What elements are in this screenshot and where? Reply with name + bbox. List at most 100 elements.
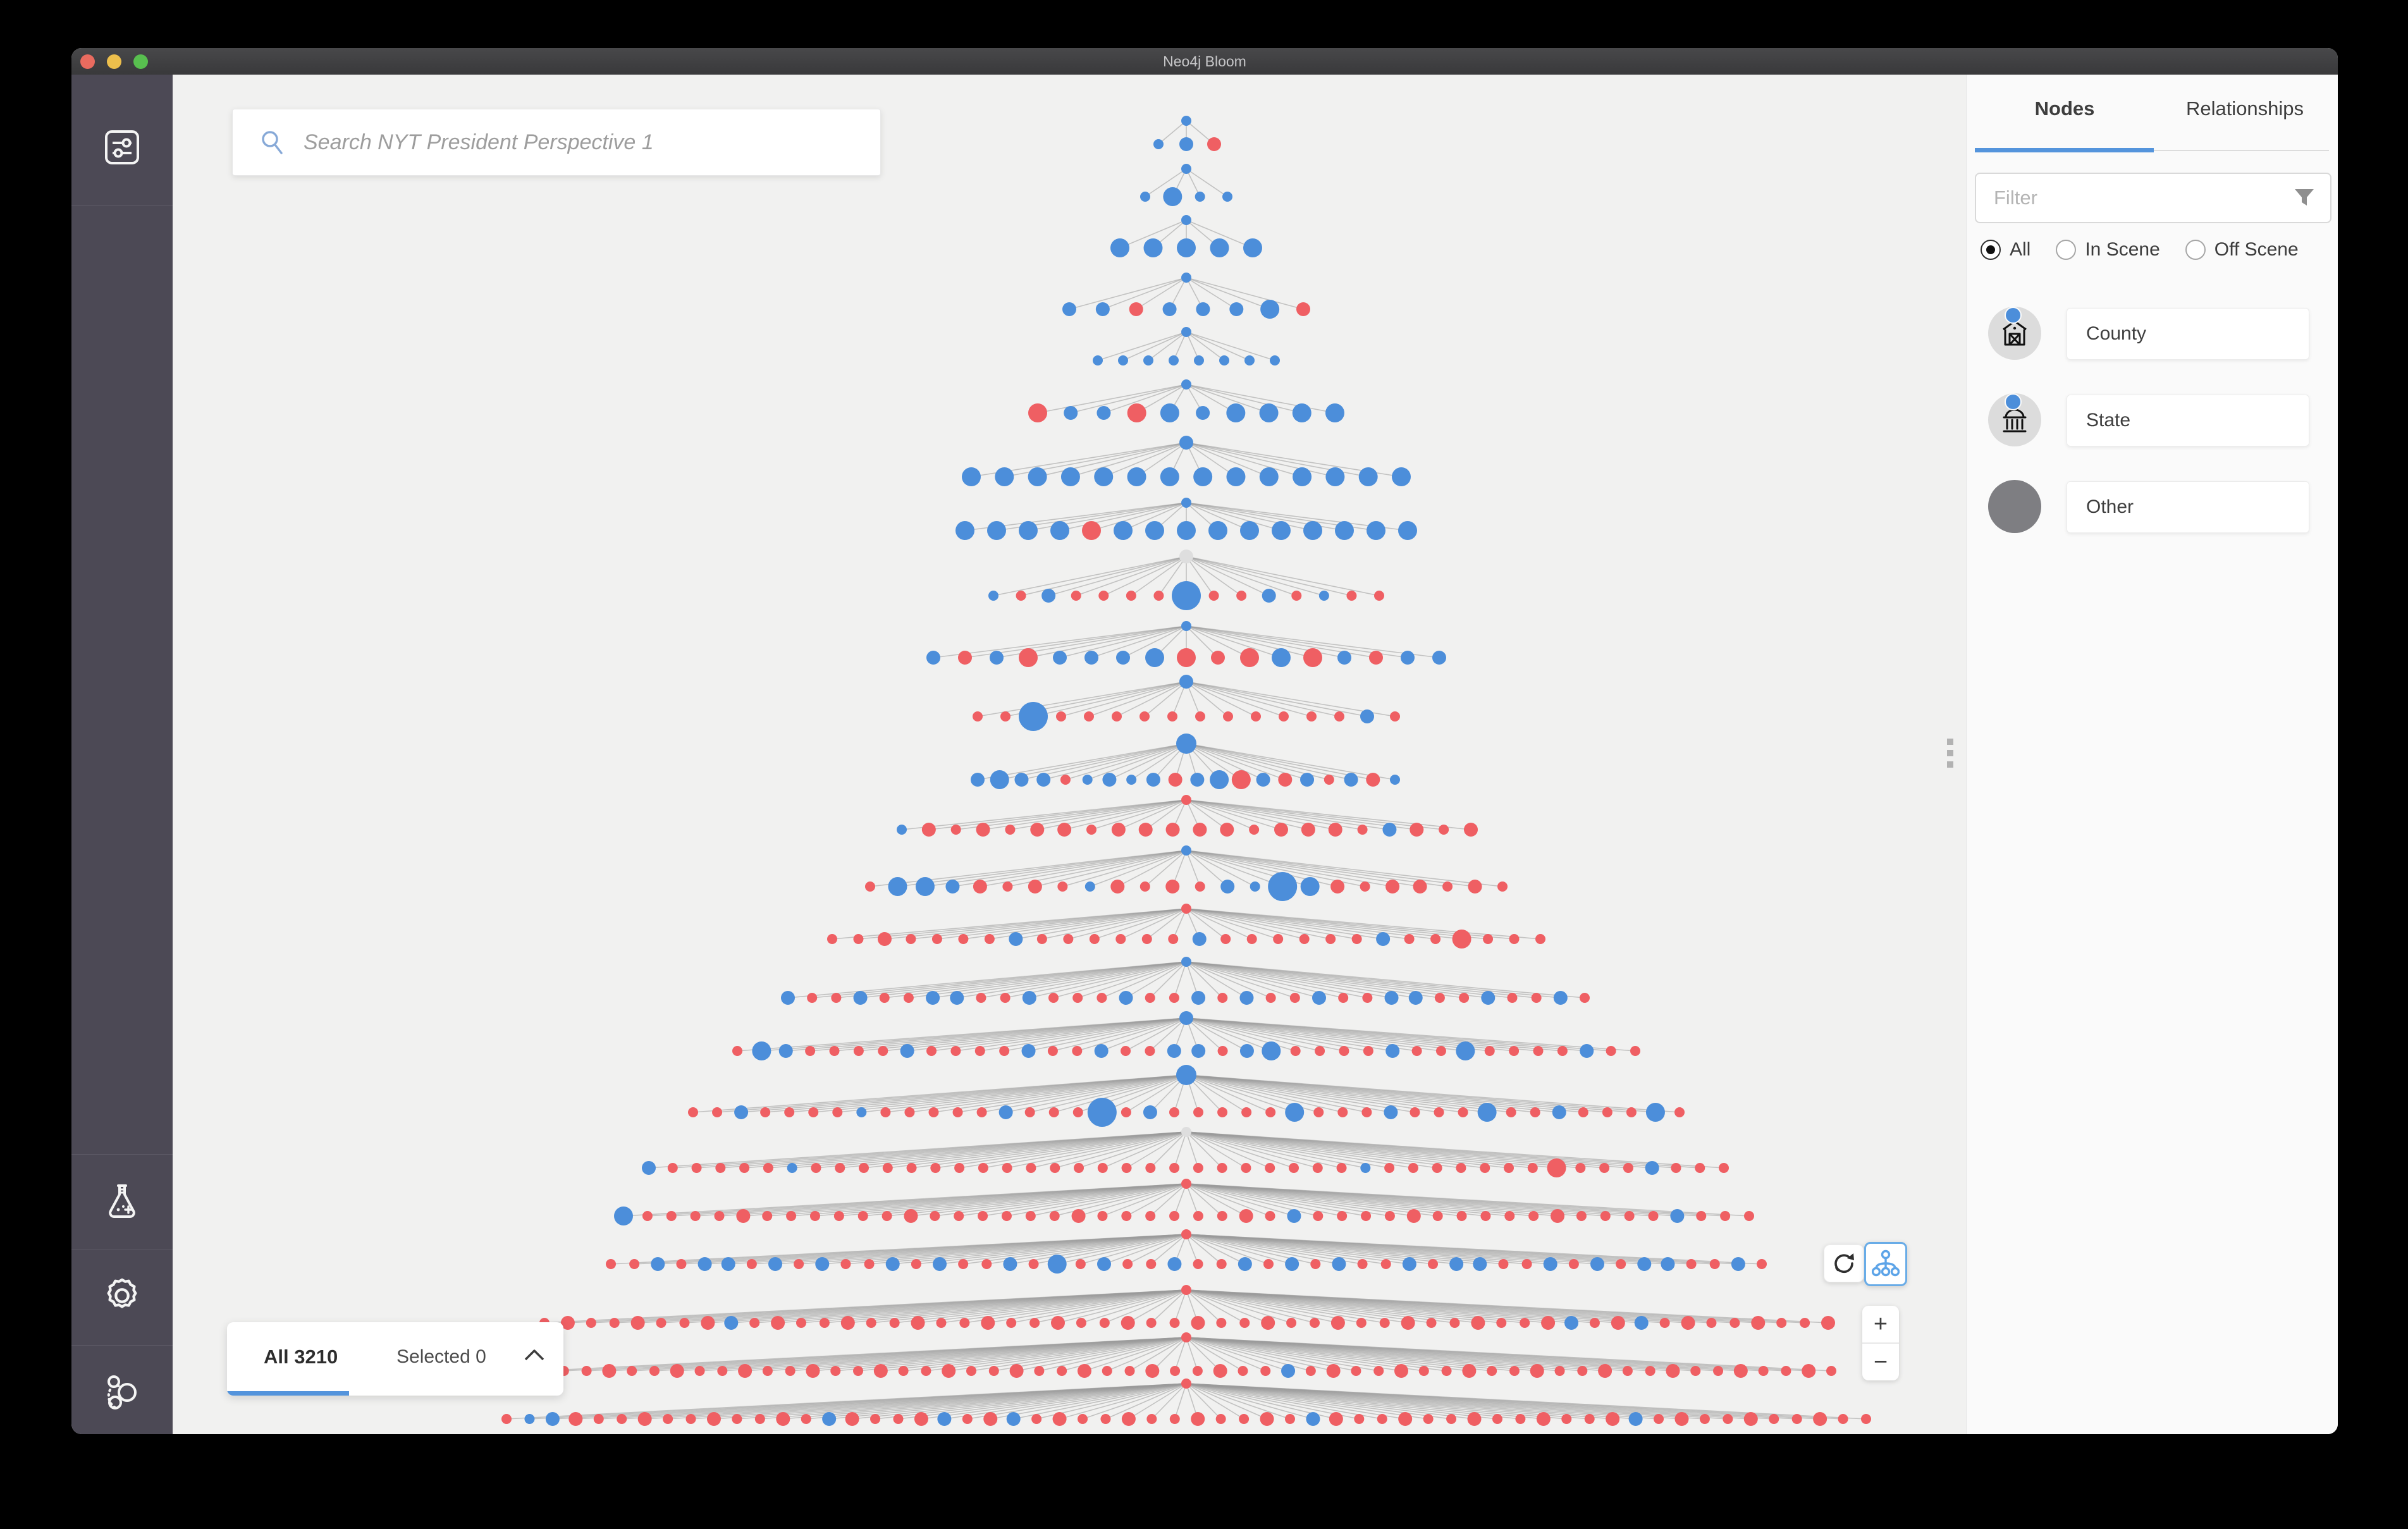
graph-node[interactable] — [1336, 1163, 1347, 1173]
graph-node[interactable] — [1379, 1318, 1390, 1328]
graph-node[interactable] — [1096, 993, 1107, 1003]
graph-node[interactable] — [1384, 1163, 1395, 1173]
graph-node[interactable] — [1210, 770, 1229, 789]
graph-node[interactable] — [663, 1414, 673, 1424]
graph-node[interactable] — [845, 1412, 859, 1426]
graph-node[interactable] — [801, 1414, 811, 1424]
graph-node[interactable] — [1002, 1163, 1012, 1173]
graph-node[interactable] — [1177, 521, 1196, 540]
graph-node[interactable] — [1262, 589, 1276, 603]
graph-node[interactable] — [1564, 1316, 1578, 1330]
graph-node[interactable] — [1459, 993, 1470, 1003]
graph-node[interactable] — [1423, 1414, 1434, 1424]
graph-parent-node[interactable] — [1179, 436, 1193, 450]
graph-node[interactable] — [1028, 403, 1047, 422]
graph-node[interactable] — [1312, 1163, 1323, 1173]
close-window-button[interactable] — [80, 54, 95, 69]
graph-node[interactable] — [1380, 1259, 1391, 1269]
graph-node[interactable] — [1063, 934, 1074, 944]
graph-node[interactable] — [1426, 1318, 1437, 1328]
graph-node[interactable] — [885, 1257, 900, 1271]
graph-node[interactable] — [1072, 1107, 1083, 1117]
graph-node[interactable] — [914, 1412, 928, 1426]
graph-node[interactable] — [1153, 591, 1164, 601]
graph-node[interactable] — [976, 993, 986, 1003]
graph-node[interactable] — [1731, 1257, 1745, 1271]
graph-node[interactable] — [1356, 1318, 1367, 1328]
graph-node[interactable] — [1374, 591, 1384, 601]
graph-node[interactable] — [721, 1257, 735, 1271]
graph-node[interactable] — [752, 1041, 771, 1060]
graph-node[interactable] — [1533, 1046, 1544, 1056]
graph-parent-node[interactable] — [1176, 734, 1196, 754]
graph-node[interactable] — [1577, 1366, 1588, 1376]
graph-node[interactable] — [1086, 825, 1096, 835]
graph-node[interactable] — [1239, 1414, 1250, 1424]
graph-node[interactable] — [1382, 823, 1397, 837]
graph-node[interactable] — [796, 1318, 806, 1328]
graph-node[interactable] — [1467, 1412, 1482, 1426]
graph-node[interactable] — [983, 1412, 998, 1426]
graph-node[interactable] — [1328, 823, 1342, 837]
graph-node[interactable] — [1553, 991, 1568, 1005]
graph-node[interactable] — [1076, 1318, 1086, 1328]
graph-node[interactable] — [904, 1107, 915, 1117]
graph-node[interactable] — [1432, 1211, 1443, 1221]
graph-node[interactable] — [1430, 934, 1441, 944]
graph-node[interactable] — [1346, 591, 1357, 601]
other-label-card[interactable]: Other — [2067, 481, 2309, 533]
graph-node[interactable] — [1392, 467, 1411, 486]
graph-node[interactable] — [1124, 1366, 1135, 1376]
graph-node[interactable] — [1751, 1316, 1766, 1330]
graph-node[interactable] — [882, 1211, 892, 1221]
graph-node[interactable] — [666, 1211, 677, 1221]
graph-node[interactable] — [1014, 773, 1029, 787]
graph-node[interactable] — [786, 1211, 797, 1221]
graph-node[interactable] — [955, 521, 974, 540]
graph-node[interactable] — [1480, 1211, 1491, 1221]
graph-node[interactable] — [1179, 137, 1193, 151]
graph-node[interactable] — [1273, 934, 1284, 944]
graph-node[interactable] — [898, 1366, 909, 1376]
graph-node[interactable] — [1256, 773, 1270, 787]
graph-node[interactable] — [1706, 1318, 1717, 1328]
graph-node[interactable] — [1146, 773, 1160, 787]
graph-node[interactable] — [1265, 1211, 1275, 1221]
graph-node[interactable] — [987, 521, 1006, 540]
graph-node[interactable] — [778, 1044, 793, 1058]
graph-node[interactable] — [1464, 823, 1478, 837]
graph-node[interactable] — [1568, 1259, 1579, 1269]
graph-node[interactable] — [771, 1316, 785, 1330]
graph-node[interactable] — [1337, 651, 1351, 665]
graph-node[interactable] — [1270, 355, 1280, 365]
graph-node[interactable] — [1250, 881, 1260, 892]
graph-node[interactable] — [958, 934, 969, 944]
minimize-window-button[interactable] — [107, 54, 121, 69]
graph-node[interactable] — [1287, 1209, 1301, 1223]
graph-node[interactable] — [1127, 467, 1146, 486]
graph-node[interactable] — [1071, 1209, 1086, 1223]
graph-node[interactable] — [1385, 880, 1400, 893]
graph-node[interactable] — [1096, 406, 1111, 420]
graph-node[interactable] — [807, 993, 818, 1003]
graph-node[interactable] — [911, 1316, 925, 1330]
graph-node[interactable] — [1590, 1257, 1604, 1271]
graph-node[interactable] — [1292, 403, 1312, 422]
graph-node[interactable] — [1758, 1366, 1769, 1376]
graph-node[interactable] — [1262, 1041, 1281, 1060]
graph-node[interactable] — [1324, 775, 1334, 785]
graph-node[interactable] — [1169, 1414, 1180, 1424]
graph-node[interactable] — [1377, 1414, 1387, 1424]
graph-node[interactable] — [1219, 355, 1229, 365]
graph-node[interactable] — [794, 1259, 804, 1269]
graph-node[interactable] — [1210, 238, 1229, 257]
graph-node[interactable] — [670, 1364, 684, 1378]
graph-node[interactable] — [973, 711, 983, 722]
graph-node[interactable] — [962, 467, 981, 486]
graph-node[interactable] — [1082, 521, 1101, 540]
graph-node[interactable] — [827, 934, 837, 944]
graph-node[interactable] — [694, 1366, 705, 1376]
graph-node[interactable] — [1087, 1098, 1117, 1127]
graph-node[interactable] — [1036, 773, 1051, 787]
graph-node[interactable] — [1329, 1412, 1343, 1426]
